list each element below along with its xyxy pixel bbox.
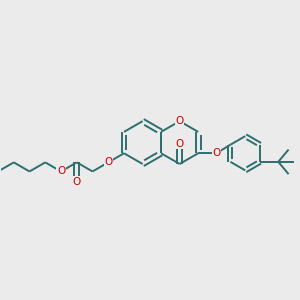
Text: O: O [212, 148, 220, 158]
Text: O: O [73, 177, 81, 187]
Text: O: O [176, 139, 184, 148]
Text: O: O [104, 158, 112, 167]
Text: O: O [57, 167, 65, 176]
Text: O: O [176, 116, 184, 126]
